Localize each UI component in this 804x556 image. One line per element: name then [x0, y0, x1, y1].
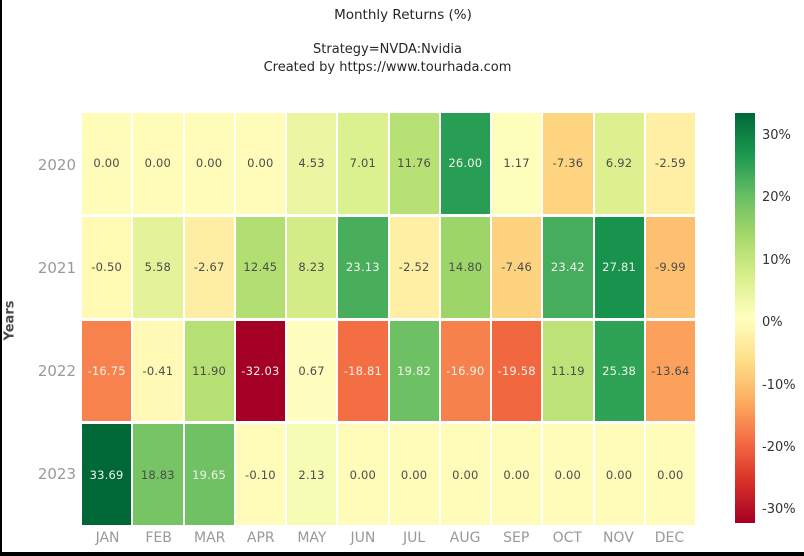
- heatmap-cell-2020-MAR: 0.00: [184, 113, 234, 214]
- heatmap-cell-2021-JUN: 23.13: [338, 216, 388, 318]
- heatmap-cell-2021-NOV: 27.81: [594, 216, 644, 318]
- heatmap-cell-2022-OCT: 11.19: [543, 320, 593, 422]
- heatmap-cell-2020-OCT: -7.36: [543, 113, 593, 214]
- chart-title: Monthly Returns (%): [334, 7, 472, 23]
- x-tick-OCT: OCT: [552, 530, 582, 546]
- heatmap-cell-2021-MAY: 8.23: [287, 216, 337, 318]
- heatmap-cell-2023-JAN: 33.69: [82, 424, 132, 525]
- heatmap-cell-2022-JAN: -16.75: [82, 320, 132, 422]
- chart-subtitle: Strategy=NVDA:Nvidia Created by https://…: [80, 41, 695, 77]
- x-tick-JAN: JAN: [95, 530, 120, 546]
- heatmap-cell-2022-SEP: -19.58: [492, 320, 542, 422]
- heatmap-cell-2023-SEP: 0.00: [492, 424, 542, 525]
- heatmap-cell-2023-AUG: 0.00: [440, 424, 490, 525]
- x-tick-DEC: DEC: [654, 530, 685, 546]
- chart-subtitle-strategy: Strategy=NVDA:Nvidia: [313, 42, 462, 57]
- heatmap-cell-2022-DEC: -13.64: [645, 320, 695, 422]
- y-tick-2020: 2020: [37, 155, 76, 174]
- heatmap-cell-2021-DEC: -9.99: [645, 216, 695, 318]
- heatmap-cell-2023-JUN: 0.00: [338, 424, 388, 525]
- heatmap-cell-2020-JAN: 0.00: [82, 113, 132, 214]
- y-tick-2022: 2022: [37, 361, 76, 380]
- heatmap-cell-2023-JUL: 0.00: [389, 424, 439, 525]
- heatmap-cell-2023-APR: -0.10: [235, 424, 285, 525]
- heatmap-cell-2020-AUG: 26.00: [440, 113, 490, 214]
- heatmap-cell-2023-DEC: 0.00: [645, 424, 695, 525]
- heatmap-cell-2022-NOV: 25.38: [594, 320, 644, 422]
- heatmap-cell-2020-MAY: 4.53: [287, 113, 337, 214]
- heatmap-cell-2021-SEP: -7.46: [492, 216, 542, 318]
- x-tick-MAY: MAY: [297, 530, 327, 546]
- colorbar-tick--30%: -30%: [762, 502, 796, 518]
- colorbar-gradient: [735, 113, 755, 523]
- colorbar-tick-30%: 30%: [762, 128, 791, 144]
- heatmap-cell-2023-MAR: 19.65: [184, 424, 234, 525]
- heatmap-cell-2022-MAR: 11.90: [184, 320, 234, 422]
- heatmap-cell-2021-APR: 12.45: [235, 216, 285, 318]
- heatmap-cell-2020-APR: 0.00: [235, 113, 285, 214]
- heatmap-grid: 0.00 0.00 0.00 0.00 4.53 7.01 11.76 26.00 1.17 -7…: [82, 113, 695, 525]
- colorbar-tick--10%: -10%: [762, 377, 796, 393]
- heatmap-cell-2020-SEP: 1.17: [492, 113, 542, 214]
- x-tick-NOV: NOV: [602, 530, 634, 546]
- heatmap-cell-2021-MAR: -2.67: [184, 216, 234, 318]
- heatmap-cell-2022-JUN: -18.81: [338, 320, 388, 422]
- heatmap-cell-2023-FEB: 18.83: [133, 424, 183, 525]
- x-tick-MAR: MAR: [194, 530, 226, 546]
- x-tick-JUL: JUL: [402, 530, 426, 546]
- heatmap-cell-2020-JUN: 7.01: [338, 113, 388, 214]
- colorbar-tick--20%: -20%: [762, 439, 796, 455]
- heatmap-cell-2022-APR: -32.03: [235, 320, 285, 422]
- heatmap-cell-2021-JUL: -2.52: [389, 216, 439, 318]
- y-axis-title: Years: [2, 300, 18, 341]
- heatmap-cell-2020-DEC: -2.59: [645, 113, 695, 214]
- heatmap-cell-2021-AUG: 14.80: [440, 216, 490, 318]
- colorbar-tick-20%: 20%: [762, 190, 791, 206]
- heatmap-cell-2022-MAY: 0.67: [287, 320, 337, 422]
- heatmap-cell-2022-FEB: -0.41: [133, 320, 183, 422]
- heatmap-cell-2021-JAN: -0.50: [82, 216, 132, 318]
- heatmap-cell-2022-JUL: 19.82: [389, 320, 439, 422]
- y-tick-2021: 2021: [37, 258, 76, 277]
- colorbar-tick-0%: 0%: [762, 315, 783, 331]
- heatmap-cell-2023-OCT: 0.00: [543, 424, 593, 525]
- x-tick-SEP: SEP: [503, 530, 530, 546]
- chart-subtitle-credit: Created by https://www.tourhada.com: [263, 60, 512, 75]
- heatmap-cell-2023-MAY: 2.13: [287, 424, 337, 525]
- heatmap-cell-2021-FEB: 5.58: [133, 216, 183, 318]
- y-tick-2023: 2023: [37, 464, 76, 483]
- x-tick-JUN: JUN: [350, 530, 376, 546]
- x-tick-APR: APR: [246, 530, 275, 546]
- heatmap-cell-2022-AUG: -16.90: [440, 320, 490, 422]
- heatmap-cell-2021-OCT: 23.42: [543, 216, 593, 318]
- heatmap-cell-2020-FEB: 0.00: [133, 113, 183, 214]
- heatmap-cell-2020-JUL: 11.76: [389, 113, 439, 214]
- heatmap-cell-2023-NOV: 0.00: [594, 424, 644, 525]
- x-tick-AUG: AUG: [449, 530, 481, 546]
- heatmap-cell-2020-NOV: 6.92: [594, 113, 644, 214]
- x-tick-FEB: FEB: [145, 530, 172, 546]
- colorbar-tick-10%: 10%: [762, 252, 791, 268]
